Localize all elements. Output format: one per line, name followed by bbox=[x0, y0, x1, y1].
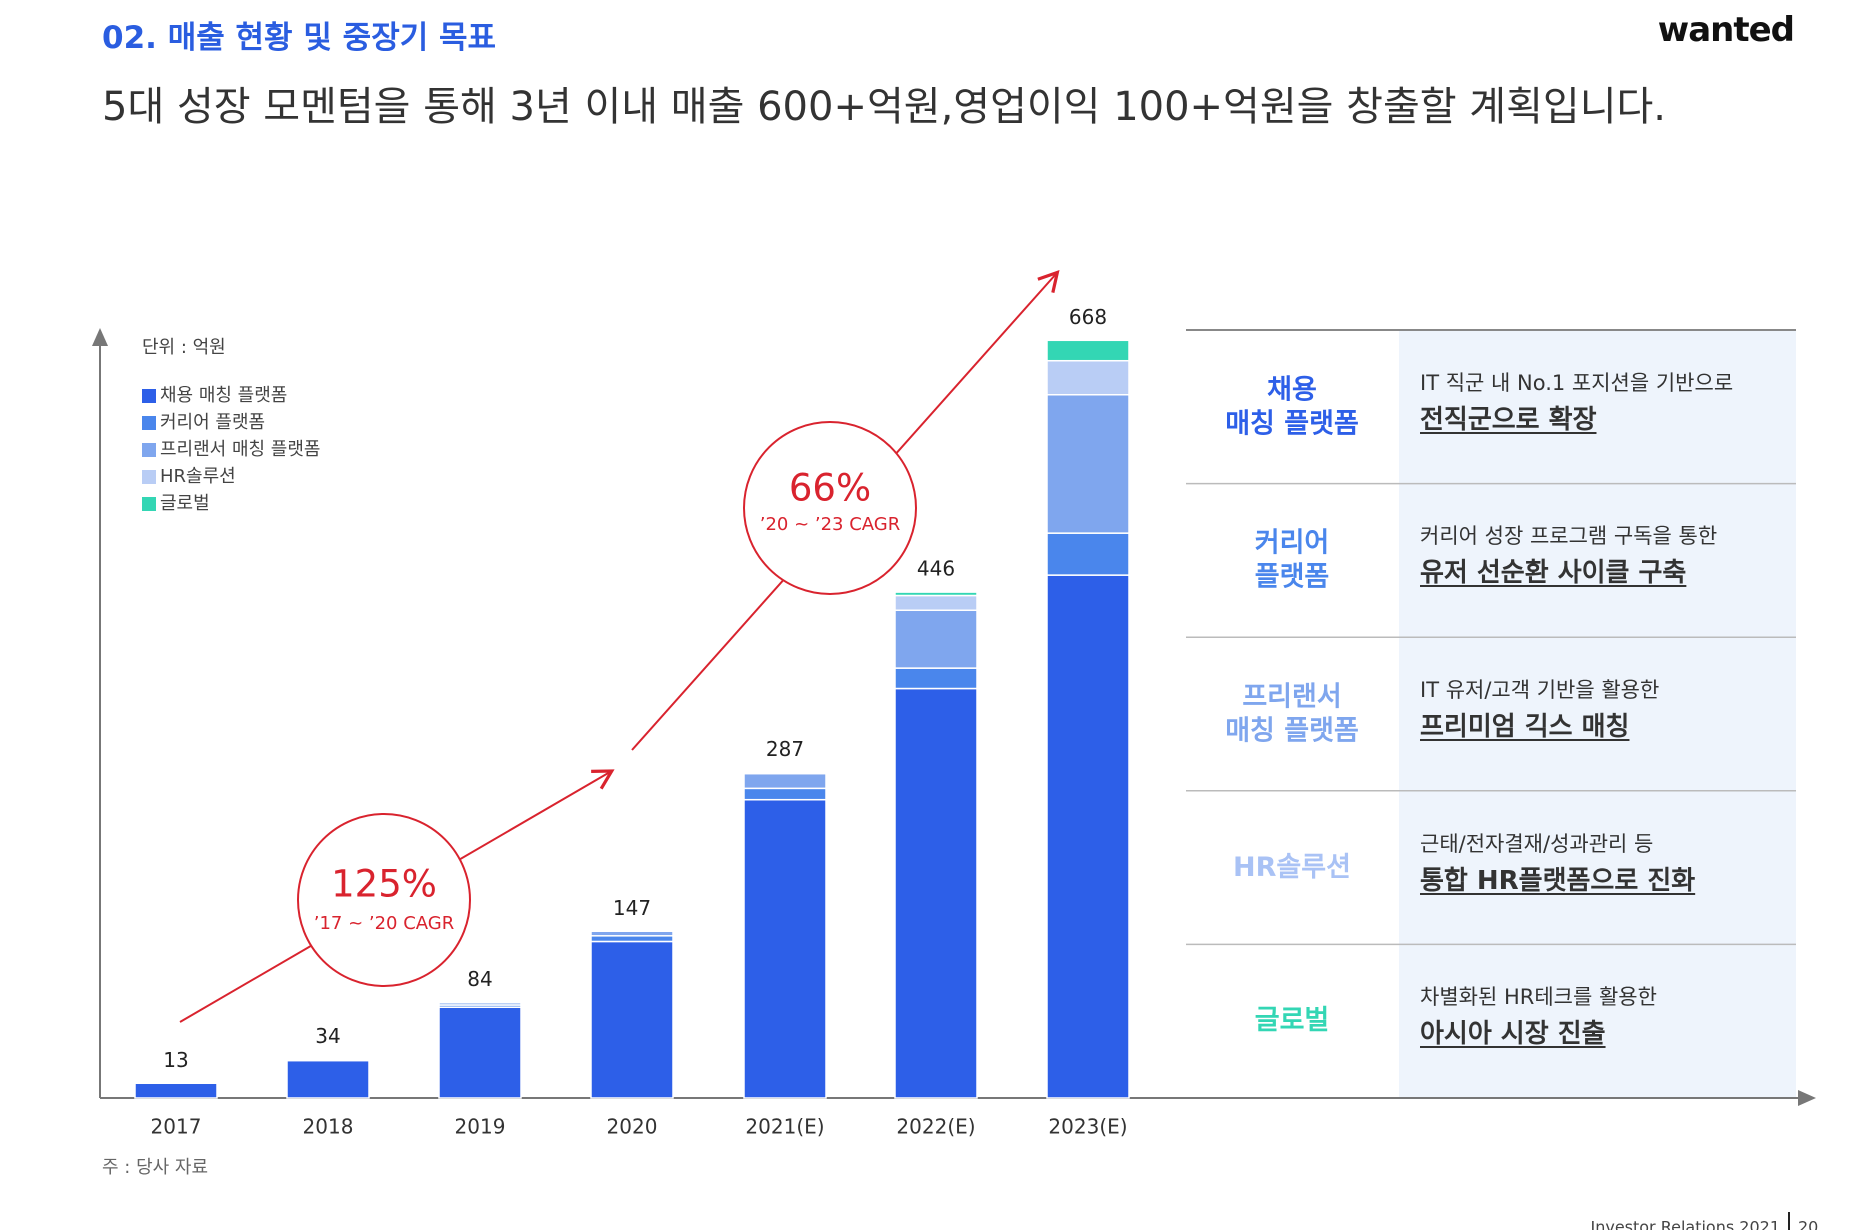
legend-swatch bbox=[142, 497, 156, 511]
legend-label: 프리랜서 매칭 플랫폼 bbox=[160, 439, 320, 460]
row-name: 글로벌 bbox=[1254, 1005, 1330, 1037]
bar-segment bbox=[894, 591, 978, 597]
legend-swatch bbox=[142, 389, 156, 403]
row-text: IT 직군 내 No.1 포지션을 기반으로 bbox=[1420, 370, 1734, 395]
legend-label: 글로벌 bbox=[160, 493, 210, 514]
legend-label: 커리어 플랫폼 bbox=[160, 412, 265, 433]
bar-segment bbox=[1046, 339, 1130, 362]
cagr-value: 125% bbox=[331, 863, 437, 906]
logo: wanted bbox=[1657, 10, 1795, 50]
bar-segment bbox=[894, 687, 978, 1099]
legend-swatch bbox=[142, 416, 156, 430]
bar-segment bbox=[894, 667, 978, 690]
bar-segment bbox=[438, 1006, 522, 1099]
legend-label: HR솔루션 bbox=[160, 466, 236, 487]
x-tick-label: 2022(E) bbox=[896, 1115, 975, 1139]
bar-segment bbox=[1046, 393, 1130, 534]
row-name: 프리랜서 매칭 플랫폼 bbox=[1225, 681, 1359, 746]
bar-segment bbox=[590, 930, 674, 937]
total-label: 446 bbox=[917, 557, 955, 581]
x-tick-label: 2020 bbox=[607, 1115, 658, 1139]
bar-segment bbox=[590, 940, 674, 1099]
bar-segment bbox=[743, 772, 827, 790]
row-highlight: 유저 선순환 사이클 구축 bbox=[1420, 558, 1687, 589]
page-title: 5대 성장 모멘텀을 통해 3년 이내 매출 600+억원,영업이익 100+억… bbox=[102, 84, 1667, 130]
total-label: 34 bbox=[315, 1024, 340, 1048]
footer-label: Investor Relations 2021 bbox=[1590, 1218, 1780, 1230]
unit-label: 단위 : 억원 bbox=[142, 337, 226, 358]
bar-segment bbox=[590, 935, 674, 943]
row-highlight: 통합 HR플랫폼으로 진화 bbox=[1420, 865, 1696, 896]
row-highlight: 프리미엄 긱스 매칭 bbox=[1420, 712, 1630, 742]
bar-segment bbox=[743, 787, 827, 801]
cagr-circle bbox=[743, 421, 917, 595]
total-label: 13 bbox=[163, 1048, 188, 1072]
legend-swatch bbox=[142, 470, 156, 484]
total-label: 287 bbox=[766, 737, 804, 761]
cagr-label: ’20 ~ ’23 CAGR bbox=[760, 514, 901, 535]
bar-segment bbox=[1046, 359, 1130, 396]
bar-segment bbox=[286, 1058, 370, 1062]
cagr-circle bbox=[297, 813, 471, 987]
legend-swatch bbox=[142, 443, 156, 457]
bar-segment bbox=[894, 609, 978, 669]
total-label: 668 bbox=[1069, 305, 1107, 329]
x-tick-label: 2021(E) bbox=[745, 1115, 824, 1139]
total-label: 147 bbox=[613, 896, 651, 920]
row-text: 근태/전자결재/성과관리 등 bbox=[1420, 831, 1654, 856]
bar-segment bbox=[1046, 532, 1130, 576]
note: 주 : 당사 자료 bbox=[102, 1157, 208, 1178]
row-highlight: 아시아 시장 진출 bbox=[1420, 1019, 1606, 1050]
x-tick-label: 2018 bbox=[303, 1115, 354, 1139]
row-text: 커리어 성장 프로그램 구독을 통한 bbox=[1420, 524, 1718, 549]
x-tick-label: 2017 bbox=[151, 1115, 202, 1139]
bar-segment bbox=[743, 798, 827, 1099]
x-tick-label: 2023(E) bbox=[1048, 1115, 1127, 1139]
row-text: IT 유저/고객 기반을 활용한 bbox=[1420, 678, 1660, 702]
row-name: 커리어 플랫폼 bbox=[1254, 527, 1330, 593]
legend-label: 채용 매칭 플랫폼 bbox=[160, 385, 287, 406]
footer-page: 20 bbox=[1798, 1218, 1818, 1230]
bar-segment bbox=[286, 1059, 370, 1099]
bar-segment bbox=[438, 1001, 522, 1006]
row-highlight: 전직군으로 확장 bbox=[1420, 404, 1597, 435]
bar-segment bbox=[134, 1082, 218, 1099]
row-name: HR솔루션 bbox=[1233, 851, 1351, 883]
total-label: 84 bbox=[467, 967, 492, 991]
row-name: 채용 매칭 플랫폼 bbox=[1225, 374, 1359, 439]
section-title: 02. 매출 현황 및 중장기 목표 bbox=[102, 20, 497, 56]
cagr-label: ’17 ~ ’20 CAGR bbox=[314, 913, 455, 934]
cagr-value: 66% bbox=[789, 467, 871, 510]
table-background bbox=[1399, 330, 1796, 1098]
bar-segment bbox=[743, 771, 827, 775]
row-text: 차별화된 HR테크를 활용한 bbox=[1420, 985, 1657, 1010]
x-tick-label: 2019 bbox=[455, 1115, 506, 1139]
bar-segment bbox=[894, 594, 978, 612]
bar-segment bbox=[1046, 574, 1130, 1099]
